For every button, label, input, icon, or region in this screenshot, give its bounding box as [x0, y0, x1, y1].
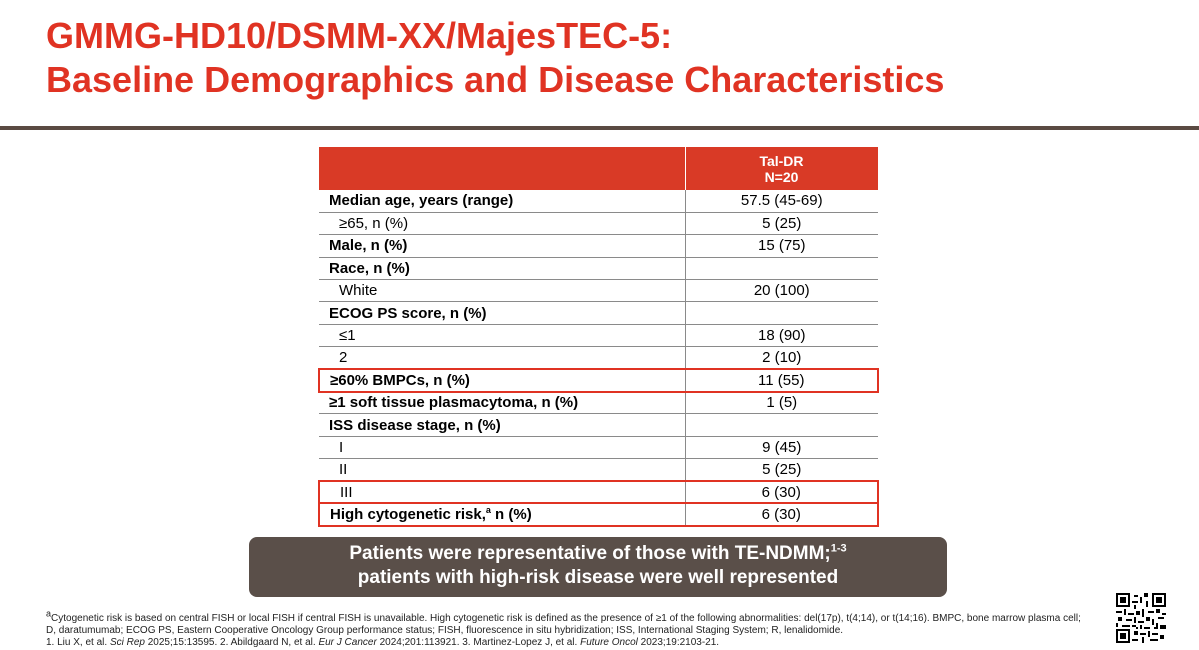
ref-1-journal: Sci Rep: [109, 637, 145, 648]
ref-1-citation: 2025;15:13595.: [144, 637, 221, 648]
row-label: I: [319, 436, 685, 460]
table-row: ≤1 18 (90): [319, 324, 878, 348]
table-row: ≥65, n (%) 5 (25): [319, 212, 878, 236]
row-value: 20 (100): [684, 279, 878, 303]
table-row: White 20 (100): [319, 279, 878, 303]
references: 1. Liu X, et al. Sci Rep 2025;15:13595. …: [46, 637, 1086, 649]
ref-2-journal: Eur J Cancer: [318, 637, 377, 648]
demographics-table: Tal-DR N=20 Median age, years (range) 57…: [318, 147, 879, 527]
row-label-text: High cytogenetic risk,: [330, 506, 486, 524]
table-row: ≥1 soft tissue plasmacytoma, n (%) 1 (5): [319, 391, 878, 415]
table-row: Race, n (%): [319, 257, 878, 281]
ref-2-citation: 2024;201:113921.: [376, 637, 463, 648]
header-n: N=20: [764, 168, 799, 185]
row-label: Race, n (%): [319, 257, 685, 281]
row-label-tail: n (%): [490, 506, 532, 524]
row-value: 9 (45): [684, 436, 878, 460]
row-label: White: [319, 279, 685, 303]
row-value: 5 (25): [684, 212, 878, 236]
table-row-highlighted: High cytogenetic risk,a n (%) 6 (30): [318, 502, 879, 527]
table-row: Median age, years (range) 57.5 (45-69): [319, 190, 878, 213]
ref-3-journal: Future Oncol: [580, 637, 638, 648]
ref-1-authors: 1. Liu X, et al.: [46, 637, 110, 648]
row-label: ≥60% BMPCs, n (%): [318, 368, 685, 393]
row-value: 57.5 (45-69): [684, 190, 878, 213]
row-label: ≥65, n (%): [319, 212, 685, 236]
table-row: ECOG PS score, n (%): [319, 301, 878, 325]
callout-line-1-text: Patients were representative of those wi…: [349, 543, 831, 564]
ref-3-citation: 2023;19:2103-21.: [637, 637, 720, 648]
table-row-highlighted: III 6 (30): [318, 480, 879, 505]
row-label: High cytogenetic risk,a n (%): [318, 502, 685, 527]
table-header-row: Tal-DR N=20: [319, 147, 879, 190]
row-value: 15 (75): [684, 234, 878, 258]
row-label: Median age, years (range): [319, 190, 685, 213]
footnotes: aCytogenetic risk is based on central FI…: [46, 609, 1086, 649]
row-label: II: [319, 458, 685, 482]
footnote-text: Cytogenetic risk is based on central FIS…: [46, 613, 1081, 636]
row-value: 11 (55): [684, 368, 879, 393]
qr-code-icon[interactable]: [1116, 593, 1166, 643]
header-arm-name: Tal-DR: [759, 152, 804, 169]
table-row: Male, n (%) 15 (75): [319, 234, 878, 258]
callout-line-1: Patients were representative of those wi…: [249, 542, 947, 566]
title-divider: [0, 126, 1199, 130]
callout-citation: 1-3: [830, 542, 847, 555]
row-value: 2 (10): [684, 346, 878, 370]
row-label: ECOG PS score, n (%): [319, 301, 685, 325]
footnote-marker: a: [46, 608, 52, 619]
row-label: Male, n (%): [319, 234, 685, 258]
header-label-cell: [319, 147, 686, 190]
row-label: III: [318, 480, 685, 505]
footnote-marker: a: [485, 505, 491, 516]
row-value: [684, 301, 878, 325]
header-tal-dr-cell: Tal-DR N=20: [685, 147, 879, 190]
key-takeaway-callout: Patients were representative of those wi…: [249, 537, 947, 597]
row-value: 18 (90): [684, 324, 878, 348]
table-row-highlighted: ≥60% BMPCs, n (%) 11 (55): [318, 368, 879, 393]
row-label: ISS disease stage, n (%): [319, 413, 685, 437]
row-value: 5 (25): [684, 458, 878, 482]
row-label: 2: [319, 346, 685, 370]
row-label: ≥1 soft tissue plasmacytoma, n (%): [319, 391, 685, 415]
row-value: 6 (30): [684, 480, 879, 505]
table-row: 2 2 (10): [319, 346, 878, 370]
ref-3-authors: 3. Martinez-Lopez J, et al.: [462, 637, 581, 648]
slide-title: GMMG-HD10/DSMM-XX/MajesTEC-5: Baseline D…: [46, 14, 944, 102]
row-value: [684, 413, 878, 437]
callout-line-2: patients with high-risk disease were wel…: [357, 567, 839, 588]
ref-2-authors: 2. Abildgaard N, et al.: [220, 637, 319, 648]
footnote-definition: aCytogenetic risk is based on central FI…: [46, 609, 1086, 637]
row-value: 1 (5): [684, 391, 878, 415]
title-line-2: Baseline Demographics and Disease Charac…: [46, 59, 945, 100]
row-label: ≤1: [319, 324, 685, 348]
row-value: 6 (30): [684, 502, 879, 527]
table-row: I 9 (45): [319, 436, 878, 460]
row-value: [684, 257, 878, 281]
table-row: II 5 (25): [319, 458, 878, 482]
table-row: ISS disease stage, n (%): [319, 413, 878, 437]
title-line-1: GMMG-HD10/DSMM-XX/MajesTEC-5:: [46, 15, 673, 56]
